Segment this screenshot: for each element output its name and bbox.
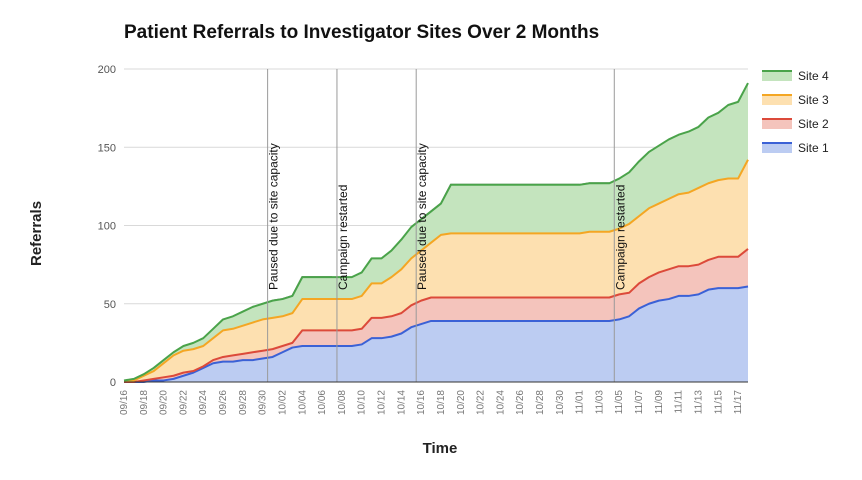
x-tick-label: 10/24 bbox=[495, 390, 506, 415]
x-tick-label: 10/16 bbox=[416, 390, 427, 415]
legend-swatch bbox=[762, 119, 792, 129]
x-tick-label: 09/26 bbox=[218, 390, 229, 415]
x-tick-label: 10/22 bbox=[476, 390, 487, 415]
area-site-1 bbox=[124, 286, 748, 382]
y-tick-label: 150 bbox=[98, 142, 116, 154]
annotation-label: Campaign restarted bbox=[336, 185, 350, 290]
x-tick-label: 10/12 bbox=[377, 390, 388, 415]
x-tick-label: 10/14 bbox=[396, 390, 407, 415]
x-tick-label: 10/10 bbox=[357, 390, 368, 415]
x-tick-label: 11/11 bbox=[674, 390, 685, 414]
legend-swatch bbox=[762, 71, 792, 81]
line-site-1 bbox=[124, 285, 749, 383]
line-site-3 bbox=[124, 159, 749, 382]
x-tick-label: 11/05 bbox=[614, 390, 625, 415]
x-tick-label: 10/26 bbox=[515, 390, 526, 415]
area-site-4 bbox=[124, 83, 748, 381]
x-tick-label: 11/17 bbox=[733, 390, 744, 415]
x-tick-label: 11/07 bbox=[634, 390, 645, 415]
area-site-3 bbox=[124, 159, 748, 382]
chart-title: Patient Referrals to Investigator Sites … bbox=[124, 22, 600, 43]
x-tick-label: 11/13 bbox=[693, 390, 704, 415]
legend: Site 4 Site 3 Site 2 Site 1 bbox=[762, 69, 829, 155]
x-tick-label: 10/20 bbox=[456, 390, 467, 415]
x-tick-label: 11/03 bbox=[594, 390, 605, 415]
x-tick-label: 10/08 bbox=[337, 390, 348, 415]
y-tick-label: 100 bbox=[98, 221, 116, 233]
x-tick-label: 10/28 bbox=[535, 390, 546, 415]
x-tick-label: 11/01 bbox=[575, 390, 586, 415]
x-tick-label: 09/28 bbox=[238, 390, 249, 415]
stacked-areas bbox=[124, 83, 748, 382]
x-tick-label: 11/09 bbox=[654, 390, 665, 415]
area-site-2 bbox=[124, 248, 748, 382]
x-tick-label: 09/18 bbox=[139, 390, 150, 415]
x-tick-label: 10/30 bbox=[555, 390, 566, 415]
x-tick-label: 10/06 bbox=[317, 390, 328, 415]
annotations: Paused due to site capacity Campaign rest… bbox=[267, 69, 627, 382]
y-tick-label: 50 bbox=[104, 299, 116, 311]
x-tick-label: 10/02 bbox=[277, 390, 288, 415]
line-site-2 bbox=[124, 248, 749, 383]
x-tick-label: 10/18 bbox=[436, 390, 447, 415]
x-tick-label: 09/30 bbox=[258, 390, 269, 415]
annotation-label: Paused due to site capacity bbox=[267, 143, 281, 290]
legend-swatch bbox=[762, 143, 792, 153]
legend-label: Site 3 bbox=[798, 93, 829, 107]
x-tick-label: 09/22 bbox=[178, 390, 189, 415]
legend-label: Site 2 bbox=[798, 117, 829, 131]
x-tick-label: 09/16 bbox=[119, 390, 130, 415]
x-tick-label: 09/20 bbox=[159, 390, 170, 415]
x-axis-label: Time bbox=[422, 440, 458, 457]
axes: 0 50 100 150 200 09/16 09/18 09/20 09/22 09/24 09/… bbox=[98, 64, 748, 415]
x-tick-label: 09/24 bbox=[198, 390, 209, 415]
x-tick-label: 10/04 bbox=[297, 390, 308, 415]
legend-label: Site 1 bbox=[798, 141, 829, 155]
y-tick-label: 200 bbox=[98, 64, 116, 76]
series-lines bbox=[123, 82, 749, 383]
annotation-label: Campaign restarted bbox=[613, 185, 627, 290]
annotation-label: Paused due to site capacity bbox=[415, 143, 429, 290]
y-tick-label: 0 bbox=[110, 377, 116, 389]
legend-swatch bbox=[762, 95, 792, 105]
line-site-4 bbox=[123, 82, 749, 382]
x-tick-label: 11/15 bbox=[713, 390, 724, 415]
legend-label: Site 4 bbox=[798, 69, 829, 83]
